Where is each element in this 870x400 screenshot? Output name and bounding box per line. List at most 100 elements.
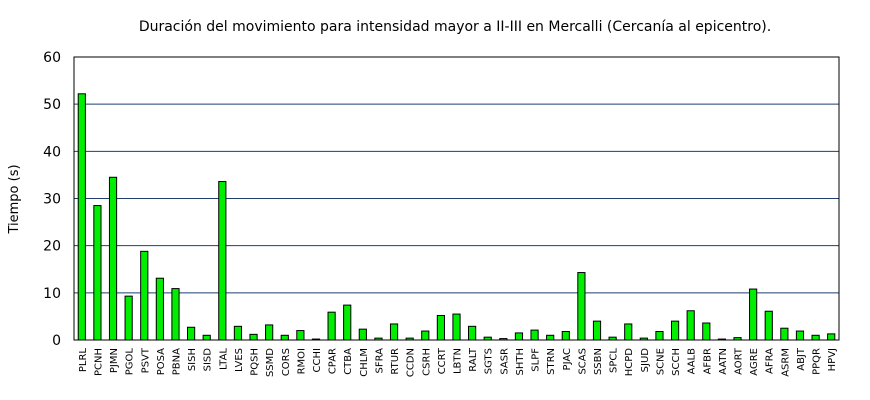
x-tick-label: RTUR (390, 348, 401, 375)
bar-agre (749, 288, 758, 341)
bar-ralt (468, 325, 477, 341)
x-tick-label: PBNA (171, 348, 182, 375)
x-tick-label: ASRM (780, 348, 791, 377)
y-tick-label: 60 (43, 50, 61, 66)
bar-chlm (358, 328, 367, 341)
bar-ssmd (265, 324, 274, 341)
x-tick-label: PQSH (250, 348, 261, 376)
x-tick-label: AALB (687, 348, 698, 375)
bar-lves (233, 325, 243, 341)
x-tick-label: PJAC (562, 348, 573, 370)
x-tick-label: PLRL (78, 348, 89, 373)
bar-cors (280, 334, 289, 341)
bar-ppqr (811, 334, 820, 341)
bar-ccrt (436, 314, 445, 341)
bar-rtur (389, 323, 399, 341)
x-tick-label: SCNE (655, 348, 666, 375)
plot-area-frame (73, 56, 840, 341)
x-tick-label: PCNH (93, 348, 104, 376)
x-tick-label: SFRA (374, 348, 385, 374)
x-tick-label: SISH (187, 348, 198, 371)
bar-scch (670, 320, 680, 341)
x-tick-label: RMOI (296, 348, 307, 374)
y-tick-label: 30 (43, 192, 61, 208)
y-tick-label: 50 (43, 97, 61, 113)
x-tick-label: HCPD (624, 348, 635, 377)
chart-title: Duración del movimiento para intensidad … (139, 19, 771, 35)
bar-cpar (327, 311, 336, 341)
x-tick-label: CHLM (359, 348, 370, 377)
bar-pjac (561, 331, 570, 341)
x-tick-label: LVES (234, 348, 245, 372)
bar-rmoi (296, 330, 305, 341)
bar-csrh (421, 330, 430, 341)
x-tick-labels: PLRL PCNH PJMN PGOL PSVT POSA PBNA SISH SISD LTAL… (78, 347, 838, 377)
x-tick-label: SSBN (593, 348, 604, 375)
x-tick-label: ABJT (796, 347, 807, 371)
bar-slpf (530, 329, 539, 341)
x-tick-label: SHTH (515, 348, 526, 376)
bar-hpvj (827, 333, 836, 341)
x-tick-label: HPVJ (827, 348, 838, 371)
x-tick-label: AFRA (765, 348, 776, 374)
y-tick-label: 40 (43, 144, 61, 160)
bar-aalb (686, 310, 695, 341)
x-tick-label: SGTS (484, 348, 495, 374)
x-tick-label: CPAR (328, 348, 339, 374)
x-tick-label: PGOL (125, 348, 136, 376)
x-tick-label: LBTN (453, 348, 464, 374)
bar-ssbn (592, 320, 602, 341)
x-tick-label: CCHI (312, 348, 323, 372)
bar-lbtn (452, 313, 461, 341)
bar-scas (577, 272, 586, 341)
bar-pgol (124, 295, 133, 341)
x-tick-label: SJUD (640, 348, 651, 373)
x-tick-label: SCCH (671, 348, 682, 376)
bar-posa (155, 277, 164, 341)
y-tick-labels: 0 10 20 30 40 50 60 (43, 50, 61, 349)
x-tick-label: PJMN (109, 348, 120, 373)
grid-lines (74, 103, 839, 294)
x-tick-label: PSVT (140, 347, 151, 373)
x-tick-label: POSA (156, 348, 167, 375)
x-tick-label: CCRT (437, 347, 448, 374)
bar-strn (546, 334, 555, 341)
bar-pqsh (249, 333, 258, 341)
bar-ltal (218, 181, 227, 341)
x-tick-label: CTBA (343, 348, 354, 375)
bar-sisd (202, 334, 211, 341)
bar-ctba (343, 304, 352, 341)
bar-scne (655, 331, 664, 341)
x-tick-label: AFBR (702, 348, 713, 374)
x-tick-label: RALT (468, 347, 479, 372)
x-tick-label: AORT (734, 347, 745, 375)
bar-pcnh (93, 205, 102, 341)
bar-abjt (795, 330, 805, 341)
x-tick-label: SCAS (577, 348, 588, 375)
bar-sish (187, 326, 196, 341)
bar-hcpd (624, 323, 633, 341)
bar-pbna (171, 288, 180, 341)
bar-psvt (140, 250, 149, 341)
bars (77, 93, 836, 341)
x-tick-label: CSRH (421, 348, 432, 376)
x-tick-label: LTAL (218, 348, 229, 370)
x-tick-label: PPQR (812, 348, 823, 375)
bar-afbr (702, 322, 711, 341)
x-tick-label: CORS (281, 348, 292, 376)
x-tick-label: SASR (499, 348, 510, 375)
x-tick-label: SISD (203, 348, 214, 372)
bar-plrl (77, 93, 86, 341)
x-tick-label: CCDN (406, 348, 417, 377)
y-tick-label: 0 (52, 333, 61, 349)
y-tick-label: 10 (43, 286, 61, 302)
y-axis-label: Tiempo (s) (7, 164, 22, 234)
bar-pjmn (108, 176, 118, 341)
x-tick-label: SLPF (531, 348, 542, 372)
bar-asrm (780, 327, 789, 341)
x-tick-label: STRN (546, 348, 557, 375)
x-tick-label: SSMD (265, 348, 276, 377)
x-tick-label: AGRE (749, 348, 760, 376)
x-tick-label: SPCL (609, 348, 620, 373)
y-tick-label: 20 (43, 239, 61, 255)
